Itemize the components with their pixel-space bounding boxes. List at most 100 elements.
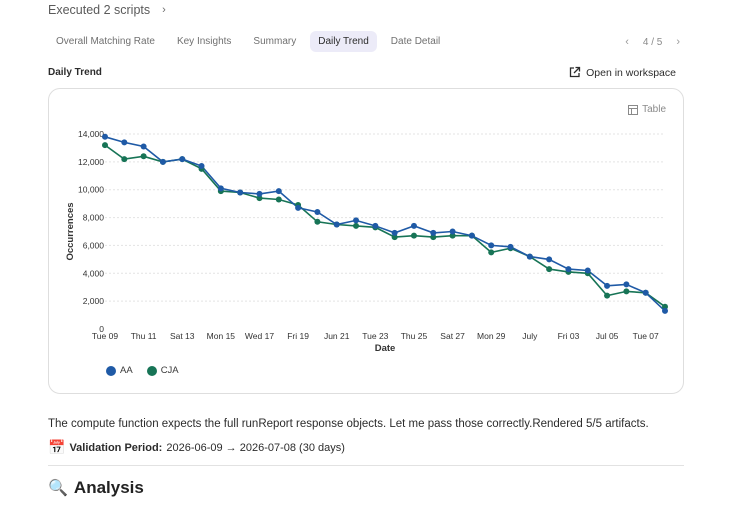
data-point-aa [198,163,205,170]
table-icon [628,104,639,115]
data-point-aa [430,229,437,236]
table-view-label: Table [642,104,666,115]
chart-legend: AA CJA [106,365,179,376]
data-point-cja [314,218,321,225]
y-tick-label: 14,000 [78,129,104,139]
data-point-aa [179,156,186,163]
x-tick-label: Thu 25 [401,331,428,341]
validation-value: 2026-06-09 → 2026-07-08 (30 days) [166,441,345,454]
data-point-aa [217,185,224,192]
validation-label: Validation Period: [69,441,163,454]
data-point-cja [488,249,495,256]
data-point-aa [256,190,263,197]
x-tick-label: Fri 03 [558,331,580,341]
x-tick-label: Tue 07 [633,331,659,341]
data-point-cja [121,156,128,163]
x-tick-label: Jul 05 [596,331,619,341]
external-link-icon [569,66,581,78]
data-point-aa [546,256,553,263]
open-in-workspace-button[interactable]: Open in workspace [568,66,676,79]
tab-daily-trend[interactable]: Daily Trend [310,31,377,52]
x-tick-label: Mon 15 [207,331,236,341]
y-tick-label: 2,000 [83,296,105,306]
x-tick-label: Fri 19 [287,331,309,341]
y-tick-label: 12,000 [78,157,104,167]
data-point-cja [662,303,668,310]
analysis-title: Analysis [73,478,144,497]
data-point-cja [353,222,360,229]
data-point-aa [159,158,166,165]
data-point-aa [333,221,340,228]
legend-item-aa[interactable]: AA [106,365,133,376]
calendar-icon: 📅 [48,439,66,455]
x-tick-label: Jun 21 [324,331,350,341]
data-point-cja [410,232,417,239]
data-point-aa [565,266,572,273]
daily-trend-chart: 0 2,000 4,000 6,000 8,000 10,000 12,000 14,000 T… [65,129,668,354]
data-point-aa [604,282,611,289]
data-point-cja [275,196,282,203]
data-point-aa [121,139,128,146]
data-point-aa [488,242,495,249]
x-tick-label: Sat 27 [440,331,465,341]
x-tick-label: Mon 29 [477,331,506,341]
data-point-cja [102,142,108,149]
chart-card: Table 0 2,000 4,000 6,000 8,000 10,000 12,000 1… [48,88,684,394]
executed-scripts-toggle[interactable]: Executed 2 scripts › [48,3,166,17]
data-point-aa [410,222,417,229]
artifact-tabs: Overall Matching Rate Key Insights Summa… [48,31,448,52]
tab-key-insights[interactable]: Key Insights [176,36,232,47]
data-point-aa [102,133,108,140]
chevron-right-icon: › [162,4,166,16]
tab-date-detail[interactable]: Date Detail [390,36,441,47]
y-tick-label: 4,000 [83,268,105,278]
magnifier-icon: 🔍 [48,480,68,497]
data-point-aa [140,143,147,150]
y-tick-label: 0 [99,324,104,334]
data-point-cja [430,234,437,241]
legend-swatch-aa [106,365,116,376]
data-point-aa [623,281,630,288]
legend-swatch-cja [146,365,157,376]
tab-summary[interactable]: Summary [253,36,297,47]
data-point-cja [546,266,553,273]
divider [48,465,684,466]
section-title: Daily Trend [48,67,102,78]
legend-label-cja: CJA [160,365,179,376]
x-tick-label: Tue 09 [92,331,118,341]
data-point-aa [449,228,456,235]
validation-period: 📅 Validation Period: 2026-06-09 → 2026-0… [48,439,345,456]
chevron-left-icon[interactable]: ‹ [625,36,629,48]
data-point-aa [468,232,475,239]
data-point-cja [256,195,263,202]
executed-scripts-label: Executed 2 scripts [48,3,151,17]
x-tick-label: July [522,331,538,341]
data-point-aa [353,217,360,224]
data-point-aa [314,209,321,215]
tab-overall-matching-rate[interactable]: Overall Matching Rate [56,36,155,47]
series-line-aa [104,136,666,312]
data-point-aa [507,243,514,250]
data-point-cja [623,288,630,295]
x-tick-label: Thu 11 [131,331,157,341]
legend-item-cja[interactable]: CJA [146,365,179,376]
y-tick-label: 10,000 [78,185,104,195]
data-point-aa [584,267,591,274]
assistant-message: The compute function expects the full ru… [48,418,649,430]
table-view-button[interactable]: Table [628,104,666,115]
artifact-pager: ‹ 4 / 5 › [625,36,680,48]
data-point-cja [449,232,456,239]
data-point-aa [237,189,244,196]
legend-label-aa: AA [120,365,133,376]
y-tick-label: 6,000 [83,240,105,250]
page-indicator: 4 / 5 [642,36,663,48]
open-in-workspace-label: Open in workspace [586,66,676,79]
chevron-right-icon[interactable]: › [676,36,680,48]
data-point-aa [662,307,668,314]
series-line-cja [104,144,666,308]
data-point-aa [642,289,649,296]
data-point-cja [391,234,398,241]
y-axis-title: Occurrences [65,202,76,260]
x-tick-label: Wed 17 [245,331,274,341]
data-point-aa [526,253,533,260]
